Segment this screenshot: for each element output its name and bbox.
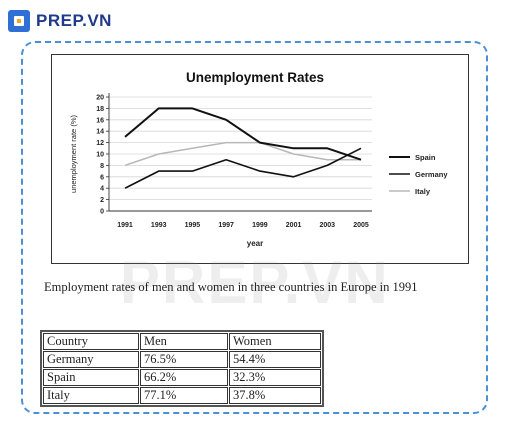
y-tick-label: 6 (100, 174, 104, 181)
employment-table: Country Men Women Germany 76.5% 54.4% Sp… (40, 330, 324, 407)
x-tick-label: 1991 (117, 222, 133, 229)
x-tick-label: 1997 (218, 222, 234, 229)
table-header-cell: Women (229, 333, 321, 350)
chart-container: Unemployment Rates 0 2 4 6 8 10 12 14 16 18 20 1991 1… (51, 54, 469, 264)
y-tick-label: 16 (96, 117, 104, 124)
table-cell: 54.4% (229, 351, 321, 368)
line-chart: Unemployment Rates 0 2 4 6 8 10 12 14 16 18 20 1991 1… (69, 70, 448, 248)
table-cell: 76.5% (140, 351, 228, 368)
prep-logo-icon (8, 10, 30, 32)
x-tick-label: 1999 (252, 222, 268, 229)
y-tick-label: 20 (96, 95, 104, 102)
table-row: Spain 66.2% 32.3% (43, 369, 321, 386)
y-tick-label: 18 (96, 106, 104, 113)
table-row: Germany 76.5% 54.4% (43, 351, 321, 368)
x-tick-label: 2005 (353, 222, 369, 229)
series-line-italy (124, 141, 361, 167)
table-cell: Spain (43, 369, 139, 386)
table-cell: Germany (43, 351, 139, 368)
legend-label: Spain (415, 153, 436, 162)
brand-name: PREP.VN (36, 11, 112, 30)
brand-logo: PREP.VN (8, 8, 112, 34)
table-cell: 66.2% (140, 369, 228, 386)
chart-title: Unemployment Rates (186, 70, 324, 85)
series-line-germany (124, 147, 362, 189)
y-tick-label: 2 (100, 197, 104, 204)
content-frame (21, 41, 488, 414)
legend-label: Germany (415, 170, 448, 179)
x-tick-label: 2003 (319, 222, 335, 229)
table-cell: 37.8% (229, 387, 321, 404)
y-tick-label: 12 (96, 140, 104, 147)
table-row: Italy 77.1% 37.8% (43, 387, 321, 404)
series-line-spain (124, 107, 362, 161)
legend-label: Italy (415, 187, 431, 196)
table-header-cell: Country (43, 333, 139, 350)
y-tick-label: 4 (100, 186, 104, 193)
y-tick-label: 14 (96, 129, 104, 136)
x-tick-label: 1995 (185, 222, 201, 229)
y-tick-label: 0 (100, 209, 104, 216)
table-cell: Italy (43, 387, 139, 404)
y-tick-label: 10 (96, 152, 104, 159)
x-tick-label: 2001 (286, 222, 302, 229)
y-axis-label: unemployment rate (%) (69, 115, 78, 193)
table-caption: Employment rates of men and women in thr… (44, 280, 418, 294)
x-axis-label: year (247, 239, 263, 248)
table-header-cell: Men (140, 333, 228, 350)
x-tick-label: 1993 (151, 222, 167, 229)
table-cell: 32.3% (229, 369, 321, 386)
y-tick-label: 8 (100, 163, 104, 170)
table-cell: 77.1% (140, 387, 228, 404)
table-header-row: Country Men Women (43, 333, 321, 350)
